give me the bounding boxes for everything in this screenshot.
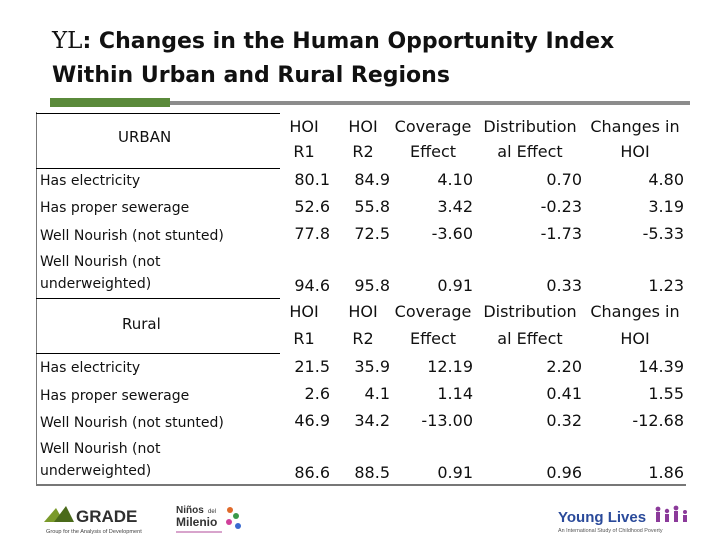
table-cell: -1.73: [540, 224, 582, 243]
rural-row-label: Well Nourish (not: [40, 441, 161, 457]
table-cell: 77.8: [294, 224, 330, 243]
grade-logo-icon: GRADE Group for the Analysis of Developm…: [44, 506, 142, 535]
urban-row-label: Has electricity: [40, 173, 141, 189]
table-cell: 0.70: [546, 170, 582, 189]
title-text: : Changes in the Human Opportunity Index…: [52, 29, 615, 88]
column-header: al Effect: [497, 329, 563, 348]
column-header: Changes in: [590, 302, 680, 321]
table-cell: 72.5: [354, 224, 390, 243]
table-cell: -3.60: [431, 224, 473, 243]
table-cell: 1.14: [437, 384, 473, 403]
table-cell: 14.39: [638, 357, 684, 376]
column-header: Coverage: [394, 117, 472, 136]
table-cell: 95.8: [354, 276, 390, 295]
column-header: HOI: [289, 302, 319, 321]
ninos-del-milenio-logo-icon: Niños del Milenio: [176, 505, 241, 533]
young-lives-logo-name: Young Lives: [558, 509, 646, 526]
table-cell: 12.19: [427, 357, 473, 376]
table-cell: 3.19: [648, 197, 684, 216]
table-cell: 1.86: [648, 463, 684, 482]
table-bottom-border: [36, 484, 686, 486]
table-cell: 1.23: [648, 276, 684, 295]
column-header: Distribution: [483, 117, 577, 136]
table-cell: 52.6: [294, 197, 330, 216]
table-cell: 55.8: [354, 197, 390, 216]
rural-row-label: Well Nourish (not stunted): [40, 415, 224, 431]
table-cell: 1.55: [648, 384, 684, 403]
urban-row-label: Has proper sewerage: [40, 200, 190, 216]
table-cell: 0.91: [437, 463, 473, 482]
table-cell: 4.1: [364, 384, 390, 403]
table-cell: 2.20: [546, 357, 582, 376]
table-cell: 35.9: [354, 357, 390, 376]
table-cell: -13.00: [421, 411, 473, 430]
table-cell: 4.10: [437, 170, 473, 189]
table-cell: -0.23: [540, 197, 582, 216]
table-cell: 84.9: [354, 170, 390, 189]
table-cell: 34.2: [354, 411, 390, 430]
urban-section-label: URBAN: [118, 128, 172, 146]
table-cell: 94.6: [294, 276, 330, 295]
column-header: R2: [352, 329, 374, 348]
column-header: R1: [293, 329, 315, 348]
rural-label-box: [36, 298, 280, 354]
column-header: R2: [352, 142, 374, 161]
table-cell: 3.42: [437, 197, 473, 216]
column-header: HOI: [289, 117, 319, 136]
table-cell: 46.9: [294, 411, 330, 430]
table-cell: 0.91: [437, 276, 473, 295]
ninos-del-milenio-logo: Niños del Milenio: [172, 500, 246, 540]
column-header: Effect: [409, 329, 457, 348]
table-cell: 4.80: [648, 170, 684, 189]
column-header: Effect: [409, 142, 457, 161]
urban-row-label: Well Nourish (not stunted): [40, 228, 224, 244]
title-prefix: YL: [52, 28, 83, 54]
rural-row-label: Has proper sewerage: [40, 388, 190, 404]
column-header: al Effect: [497, 142, 563, 161]
column-header: Distribution: [483, 302, 577, 321]
young-lives-logo-icon: Young Lives An International Study of Ch…: [558, 505, 687, 534]
table-cell: 0.96: [546, 463, 582, 482]
ninos-logo-line2: Milenio: [176, 515, 217, 529]
grade-logo-tagline: Group for the Analysis of Development: [46, 529, 142, 535]
table-cell: 86.6: [294, 463, 330, 482]
title-accent-bar: [50, 98, 170, 107]
grade-logo: GRADE Group for the Analysis of Developm…: [42, 500, 166, 540]
ninos-logo-line1: Niños: [176, 505, 204, 516]
column-header: R1: [293, 142, 315, 161]
urban-label-box: [36, 113, 280, 169]
table-cell: 2.6: [304, 384, 330, 403]
rural-section-label: Rural: [122, 315, 161, 333]
table-cell: 88.5: [354, 463, 390, 482]
column-header: Changes in: [590, 117, 680, 136]
table-cell: -5.33: [642, 224, 684, 243]
table-cell: 21.5: [294, 357, 330, 376]
table-cell: 0.41: [546, 384, 582, 403]
table-cell: 80.1: [294, 170, 330, 189]
table-cell: 0.32: [546, 411, 582, 430]
grade-logo-name: GRADE: [76, 507, 137, 526]
column-header: HOI: [348, 117, 378, 136]
column-header: HOI: [348, 302, 378, 321]
urban-row-label: underweighted): [40, 276, 152, 292]
page-title: YL: Changes in the Human Opportunity Ind…: [52, 24, 702, 93]
rural-row-label: underweighted): [40, 463, 152, 479]
young-lives-logo-tagline: An International Study of Childhood Pove…: [558, 528, 663, 534]
column-header: HOI: [620, 142, 650, 161]
urban-row-label: Well Nourish (not: [40, 254, 161, 270]
young-lives-logo: Young Lives An International Study of Ch…: [556, 500, 700, 540]
ninos-logo-line1-small: del: [208, 509, 216, 515]
title-rule: [170, 101, 690, 105]
table-cell: -12.68: [632, 411, 684, 430]
column-header: HOI: [620, 329, 650, 348]
column-header: Coverage: [394, 302, 472, 321]
rural-row-label: Has electricity: [40, 360, 141, 376]
table-cell: 0.33: [546, 276, 582, 295]
